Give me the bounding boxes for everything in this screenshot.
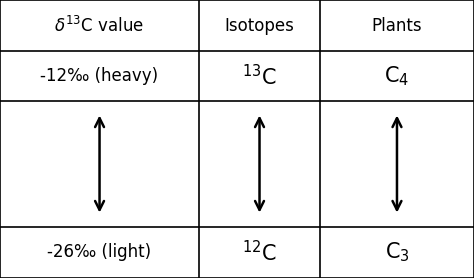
Text: $^{13}$C: $^{13}$C [242, 64, 277, 89]
Text: Isotopes: Isotopes [225, 17, 294, 35]
Text: -12‰ (heavy): -12‰ (heavy) [40, 68, 159, 85]
Text: $^{12}$C: $^{12}$C [242, 240, 277, 265]
Text: Plants: Plants [372, 17, 422, 35]
Text: $\delta^{13}$C value: $\delta^{13}$C value [55, 16, 145, 36]
Text: -26‰ (light): -26‰ (light) [47, 243, 152, 261]
Text: C$_3$: C$_3$ [384, 240, 410, 264]
Text: C$_4$: C$_4$ [384, 65, 410, 88]
